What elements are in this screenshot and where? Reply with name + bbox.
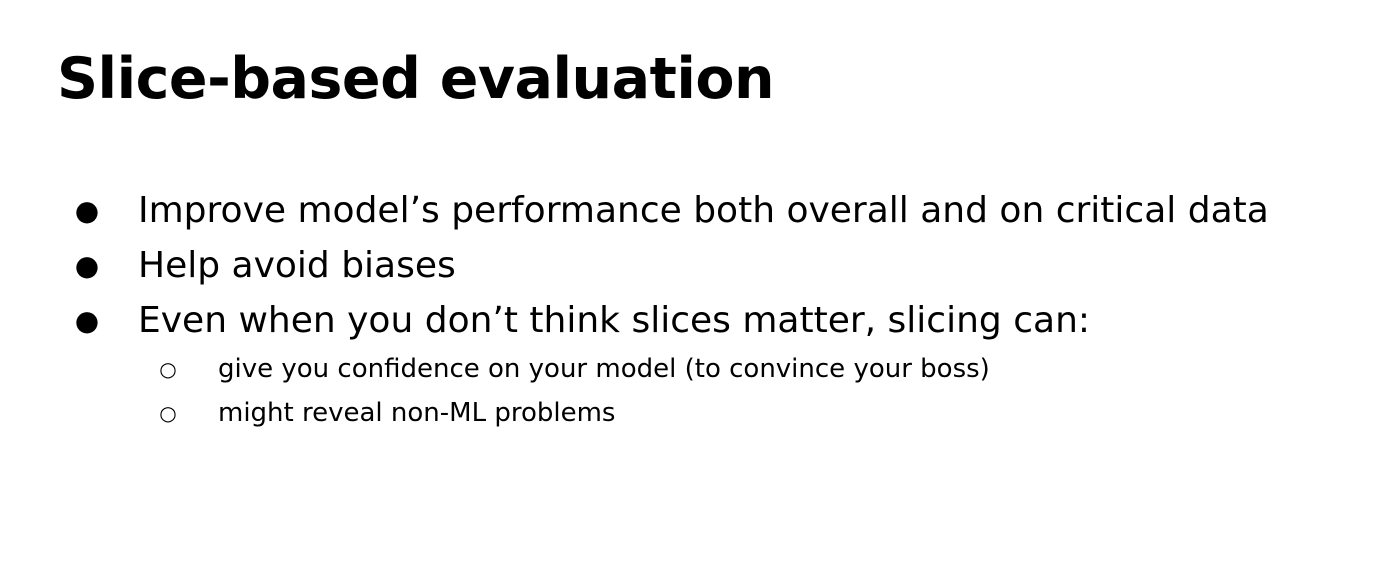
bullet-dot-icon: ● — [74, 249, 100, 282]
sub-bullet-text: give you confidence on your model (to co… — [218, 354, 990, 384]
slide-title: Slice-based evaluation — [57, 46, 775, 112]
bullet-dot-icon: ● — [74, 194, 100, 227]
sub-bullet-text: might reveal non-ML problems — [218, 398, 616, 428]
bullet-dot-icon: ● — [74, 304, 100, 337]
bullet-text: Even when you don’t think slices matter,… — [138, 300, 1091, 341]
bullet-text: Help avoid biases — [138, 245, 456, 286]
hollow-circle-icon: ○ — [159, 357, 177, 381]
hollow-circle-icon: ○ — [159, 401, 177, 425]
bullet-text: Improve model’s performance both overall… — [138, 190, 1269, 231]
